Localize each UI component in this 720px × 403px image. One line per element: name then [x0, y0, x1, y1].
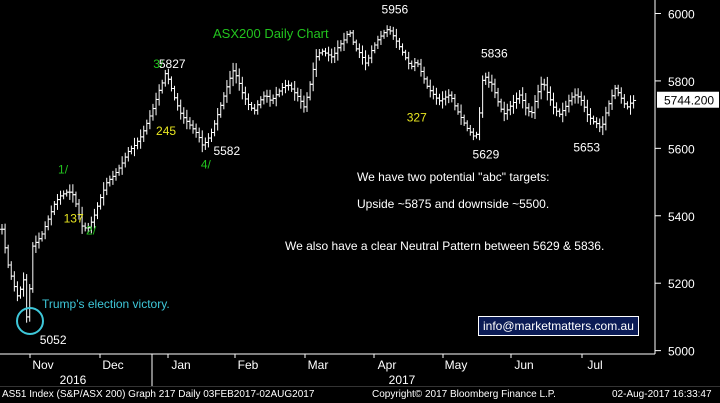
y-tick-label: 5800: [668, 75, 695, 89]
last-price-box: [657, 91, 719, 108]
wave-annotation: 5653: [573, 141, 600, 155]
note-line-3: We also have a clear Neutral Pattern bet…: [285, 239, 604, 253]
price-bars: [0, 25, 637, 323]
footer-right: 02-Aug-2017 16:33:47: [612, 389, 712, 400]
note-line-2: Upside ~5875 and downside ~5500.: [357, 197, 549, 211]
wave-annotation: 5629: [473, 147, 500, 161]
last-price-label: 5744.200: [664, 94, 714, 108]
footer-left: AS51 Index (S&P/ASX 200) Graph 217 Daily…: [2, 389, 315, 400]
wave-annotation: 5827: [159, 57, 186, 71]
x-month-label: Jun: [514, 358, 533, 372]
wave-annotation: 5052: [40, 333, 67, 347]
wave-annotation: 137: [64, 212, 84, 226]
wave-annotation: 5956: [382, 2, 409, 16]
wave-annotation: 3/: [153, 57, 164, 71]
footer-center: Copyright© 2017 Bloomberg Finance L.P.: [372, 389, 556, 400]
wave-annotation: 2/: [86, 223, 97, 237]
x-month-label: Feb: [238, 358, 259, 372]
note-line-1: We have two potential "abc" targets:: [357, 170, 549, 184]
election-circle-marker: [16, 307, 44, 335]
chart-title: ASX200 Daily Chart: [213, 26, 329, 41]
wave-annotation: 5582: [213, 144, 240, 158]
y-axis: 6000 5800 5600 5400 5200 5000 5744.200: [655, 7, 719, 359]
x-month-label: Dec: [102, 358, 123, 372]
wave-annotation: 327: [407, 110, 427, 124]
election-label: Trump's election victory.: [42, 297, 170, 311]
x-year-label: 2016: [60, 373, 87, 387]
contact-email-box: info@marketmatters.com.au: [478, 316, 639, 336]
y-tick-label: 5400: [668, 210, 695, 224]
wave-annotation: 1/: [58, 163, 69, 177]
y-tick-label: 6000: [668, 7, 695, 21]
y-tick-label: 5000: [668, 345, 695, 359]
y-tick-label: 5200: [668, 277, 695, 291]
x-month-label: Mar: [308, 358, 329, 372]
y-tick-label: 5600: [668, 142, 695, 156]
wave-annotation: 4/: [201, 158, 212, 172]
x-month-label: Jul: [587, 358, 602, 372]
x-month-label: Nov: [32, 358, 53, 372]
wave-annotation: 245: [156, 124, 176, 138]
x-month-label: Jan: [171, 358, 190, 372]
x-year-label: 2017: [389, 373, 416, 387]
footer-bar: AS51 Index (S&P/ASX 200) Graph 217 Daily…: [0, 387, 720, 403]
wave-annotation: 5836: [481, 46, 508, 60]
x-month-label: Apr: [378, 358, 397, 372]
x-month-label: May: [445, 358, 468, 372]
x-axis: Nov Dec Jan Feb Mar Apr May Jun Jul 2016 2017: [29, 354, 603, 387]
